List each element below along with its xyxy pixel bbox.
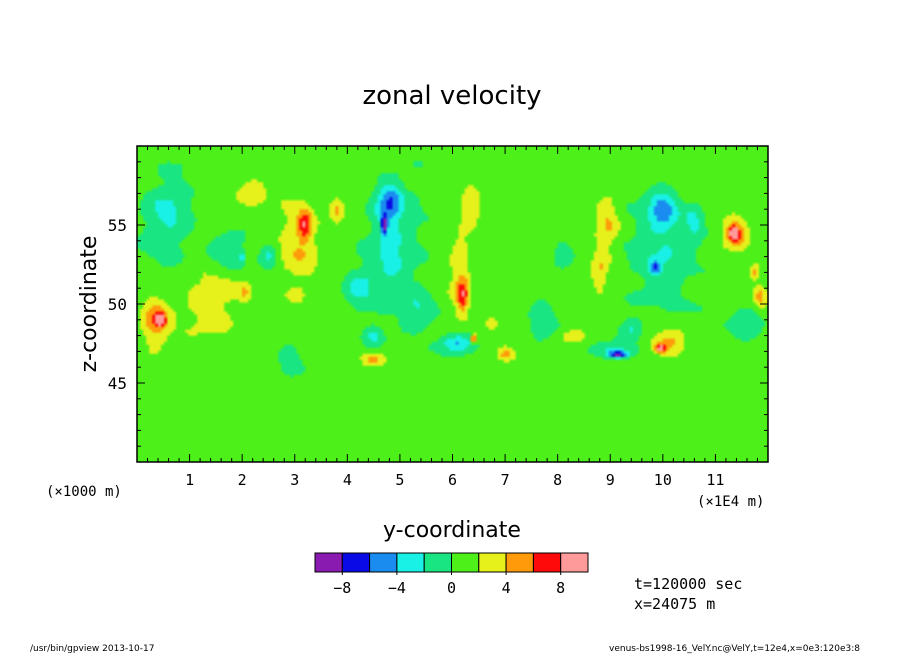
info-time: t=120000 sec (634, 575, 742, 593)
y-tick-label: 55 (108, 216, 127, 235)
x-tick-label: 4 (343, 471, 352, 489)
x-tick-label: 11 (706, 471, 724, 489)
x-unit-left: (×1000 m) (46, 484, 122, 500)
x-tick-label: 9 (606, 471, 615, 489)
x-axis-title: y-coordinate (383, 518, 521, 543)
heatmap-field (137, 146, 768, 462)
x-axis: 1 2 3 4 5 6 7 8 9 10 11 (136, 146, 769, 489)
colorbar: −8 −4 0 4 8 (314, 552, 589, 597)
x-tick-label: 6 (448, 471, 457, 489)
colorbar-swatch (505, 552, 534, 573)
footer-left: /usr/bin/gpview 2013-10-17 (30, 644, 154, 654)
colorbar-swatch (369, 552, 398, 573)
colorbar-tick-label: −8 (333, 579, 351, 597)
x-tick-label: 1 (185, 471, 194, 489)
x-unit-right: (×1E4 m) (697, 494, 764, 510)
x-tick-label: 3 (290, 471, 299, 489)
y-axis-title: z-coordinate (77, 236, 102, 373)
x-tick-label: 8 (553, 471, 562, 489)
colorbar-swatch (532, 552, 562, 573)
colorbar-tick-label: 0 (447, 579, 456, 597)
colorbar-tick-label: 4 (502, 579, 511, 597)
y-tick-label: 45 (108, 374, 127, 393)
info-x: x=24075 m (634, 595, 715, 613)
colorbar-swatch (341, 552, 371, 573)
colorbar-swatch (396, 552, 425, 573)
x-tick-label: 5 (395, 471, 404, 489)
colorbar-tick-label: −4 (388, 579, 406, 597)
colorbar-swatch (560, 552, 589, 573)
colorbar-swatch (478, 552, 507, 573)
x-tick-label: 7 (501, 471, 510, 489)
colorbar-swatch (314, 552, 343, 573)
colorbar-swatch (451, 552, 480, 573)
footer-right: venus-bs1998-16_VelY.nc@VelY,t=12e4,x=0e… (609, 644, 860, 654)
x-tick-label: 2 (238, 471, 247, 489)
chart-title: zonal velocity (362, 81, 541, 111)
colorbar-swatch (423, 552, 453, 573)
y-axis: 45 50 55 (108, 145, 768, 463)
x-tick-label: 10 (654, 471, 672, 489)
colorbar-tick-label: 8 (556, 579, 565, 597)
y-tick-label: 50 (108, 295, 127, 314)
